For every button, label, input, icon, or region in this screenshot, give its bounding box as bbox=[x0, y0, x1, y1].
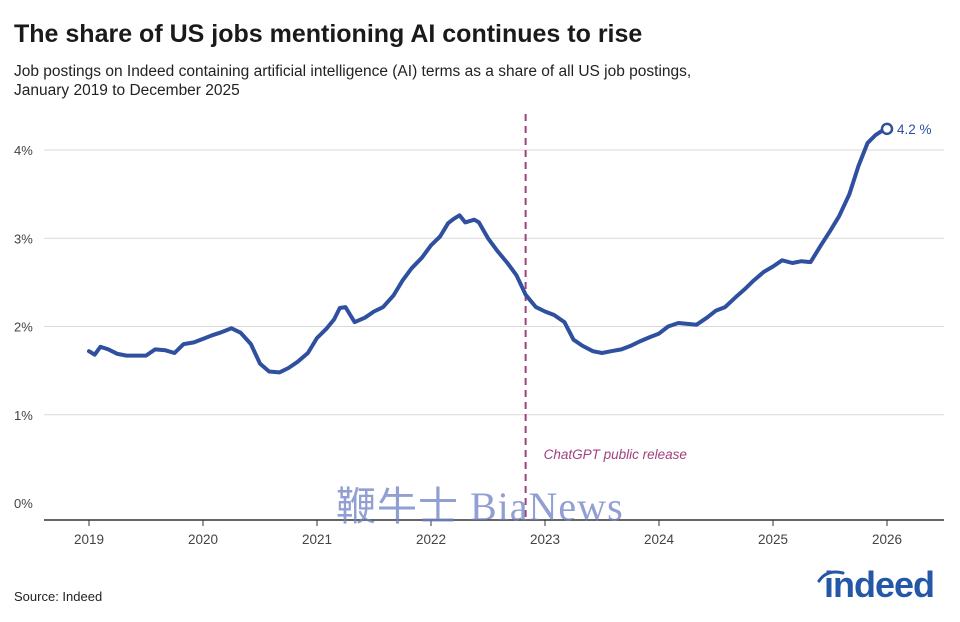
x-tick-label: 2024 bbox=[644, 532, 675, 547]
y-tick-label: 2% bbox=[14, 320, 33, 335]
y-tick-label: 0% bbox=[14, 496, 33, 511]
chart-subtitle: Job postings on Indeed containing artifi… bbox=[14, 63, 692, 99]
y-tick-label: 4% bbox=[14, 143, 33, 158]
x-tick-label: 2025 bbox=[758, 532, 788, 547]
x-tick-label: 2021 bbox=[302, 532, 332, 547]
indeed-logo-text: indeed bbox=[824, 564, 935, 605]
indeed-logo: indeed bbox=[812, 564, 952, 612]
indeed-logo-arc-icon bbox=[817, 570, 845, 583]
y-tick-label: 1% bbox=[14, 408, 33, 423]
line-chart: 0% 1% 2% 3% 4% 2019 2020 2021 2022 2023 2024 2025 20… bbox=[14, 114, 944, 547]
chart-title: The share of US jobs mentioning AI conti… bbox=[14, 20, 643, 48]
x-tick-label: 2026 bbox=[872, 532, 902, 547]
series-line bbox=[87, 126, 889, 375]
x-tick-label: 2020 bbox=[188, 532, 218, 547]
source-note: Source: Indeed bbox=[14, 589, 103, 604]
end-value-label: 4.2 % bbox=[897, 122, 932, 137]
annotation-label: ChatGPT public release bbox=[544, 447, 687, 462]
x-tick-label: 2023 bbox=[530, 532, 560, 547]
x-tick-label: 2022 bbox=[416, 532, 446, 547]
end-point-marker bbox=[880, 122, 894, 136]
y-tick-label: 3% bbox=[14, 231, 33, 246]
watermark: 鞭牛士 BiaNews bbox=[336, 484, 624, 529]
x-tick-label: 2019 bbox=[74, 532, 104, 547]
